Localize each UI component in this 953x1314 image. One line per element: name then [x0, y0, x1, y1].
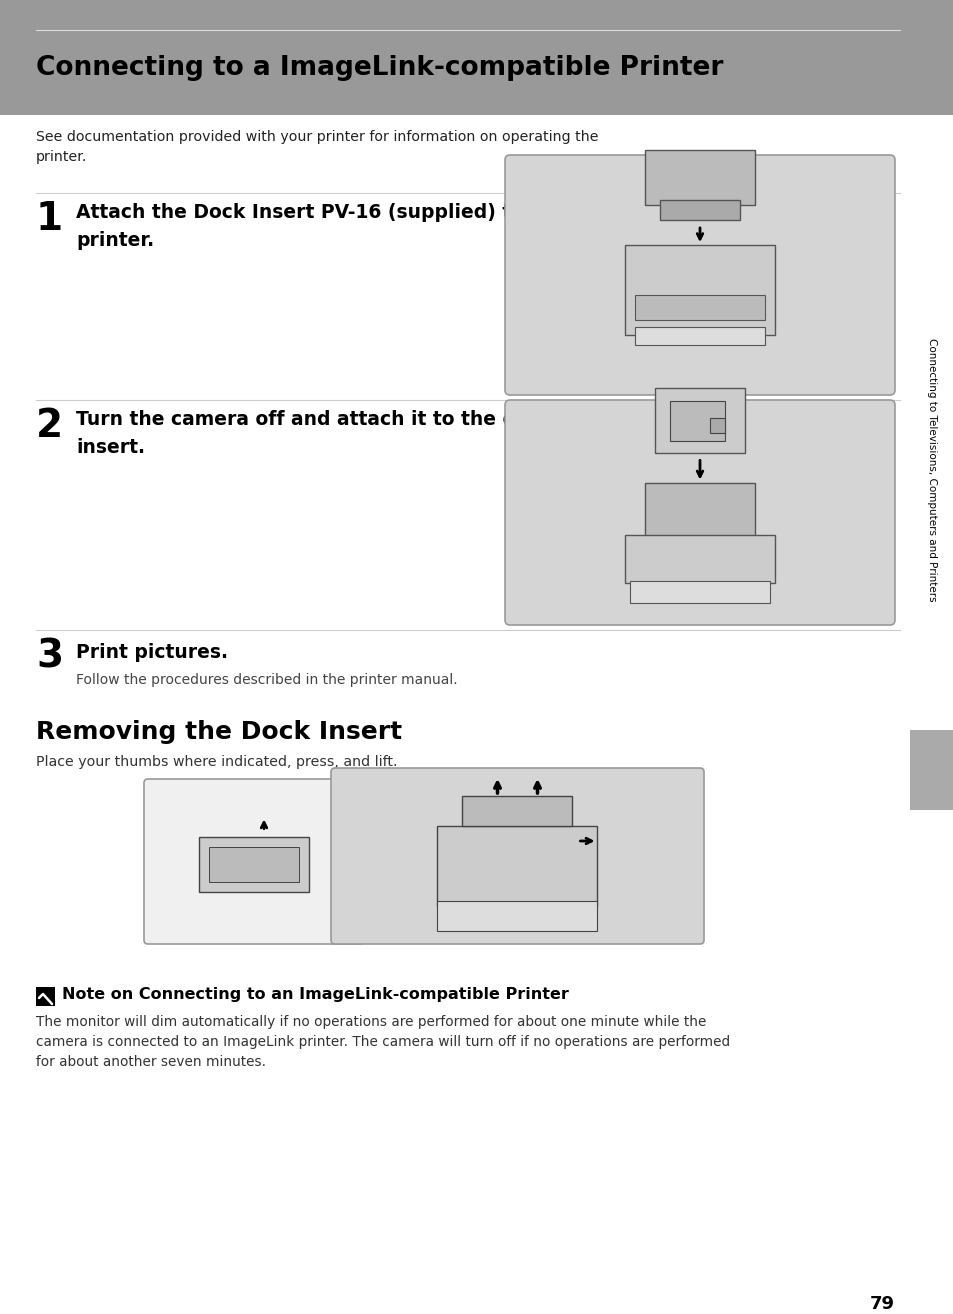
- Text: 2: 2: [36, 407, 63, 445]
- Text: camera is connected to an ImageLink printer. The camera will turn off if no oper: camera is connected to an ImageLink prin…: [36, 1035, 729, 1049]
- Bar: [635, 296, 764, 321]
- Bar: [36, 987, 55, 1007]
- Bar: [624, 535, 774, 582]
- Text: Place your thumbs where indicated, press, and lift.: Place your thumbs where indicated, press…: [36, 756, 397, 769]
- Text: Removing the Dock Insert: Removing the Dock Insert: [36, 720, 402, 744]
- Text: The monitor will dim automatically if no operations are performed for about one : The monitor will dim automatically if no…: [36, 1014, 705, 1029]
- Text: Connecting to a ImageLink-compatible Printer: Connecting to a ImageLink-compatible Pri…: [36, 55, 722, 81]
- FancyBboxPatch shape: [331, 767, 703, 943]
- FancyBboxPatch shape: [504, 399, 894, 625]
- Text: Note on Connecting to an ImageLink-compatible Printer: Note on Connecting to an ImageLink-compa…: [62, 987, 568, 1003]
- Bar: [437, 901, 597, 932]
- Bar: [209, 846, 298, 882]
- Text: Print pictures.: Print pictures.: [76, 643, 228, 662]
- Bar: [624, 244, 774, 335]
- Bar: [659, 200, 740, 219]
- Bar: [437, 827, 597, 905]
- Bar: [909, 300, 953, 640]
- Bar: [655, 388, 744, 452]
- Bar: [462, 796, 572, 827]
- Bar: [199, 837, 309, 891]
- Bar: [635, 327, 764, 346]
- FancyBboxPatch shape: [144, 779, 364, 943]
- Text: Follow the procedures described in the printer manual.: Follow the procedures described in the p…: [76, 673, 457, 687]
- Bar: [909, 731, 953, 809]
- Bar: [0, 0, 953, 116]
- Text: See documentation provided with your printer for information on operating the
pr: See documentation provided with your pri…: [36, 130, 598, 164]
- Text: 79: 79: [869, 1296, 894, 1313]
- Text: Attach the Dock Insert PV-16 (supplied) to the
printer.: Attach the Dock Insert PV-16 (supplied) …: [76, 202, 565, 250]
- FancyBboxPatch shape: [504, 155, 894, 396]
- Text: Turn the camera off and attach it to the dock
insert.: Turn the camera off and attach it to the…: [76, 410, 552, 457]
- Bar: [709, 418, 724, 432]
- Bar: [644, 482, 754, 537]
- Bar: [669, 401, 724, 440]
- Bar: [644, 150, 754, 205]
- Text: Connecting to Televisions, Computers and Printers: Connecting to Televisions, Computers and…: [926, 338, 936, 602]
- Text: 3: 3: [36, 639, 63, 675]
- Text: 1: 1: [36, 200, 63, 238]
- Text: for about another seven minutes.: for about another seven minutes.: [36, 1055, 266, 1070]
- Bar: [629, 581, 769, 603]
